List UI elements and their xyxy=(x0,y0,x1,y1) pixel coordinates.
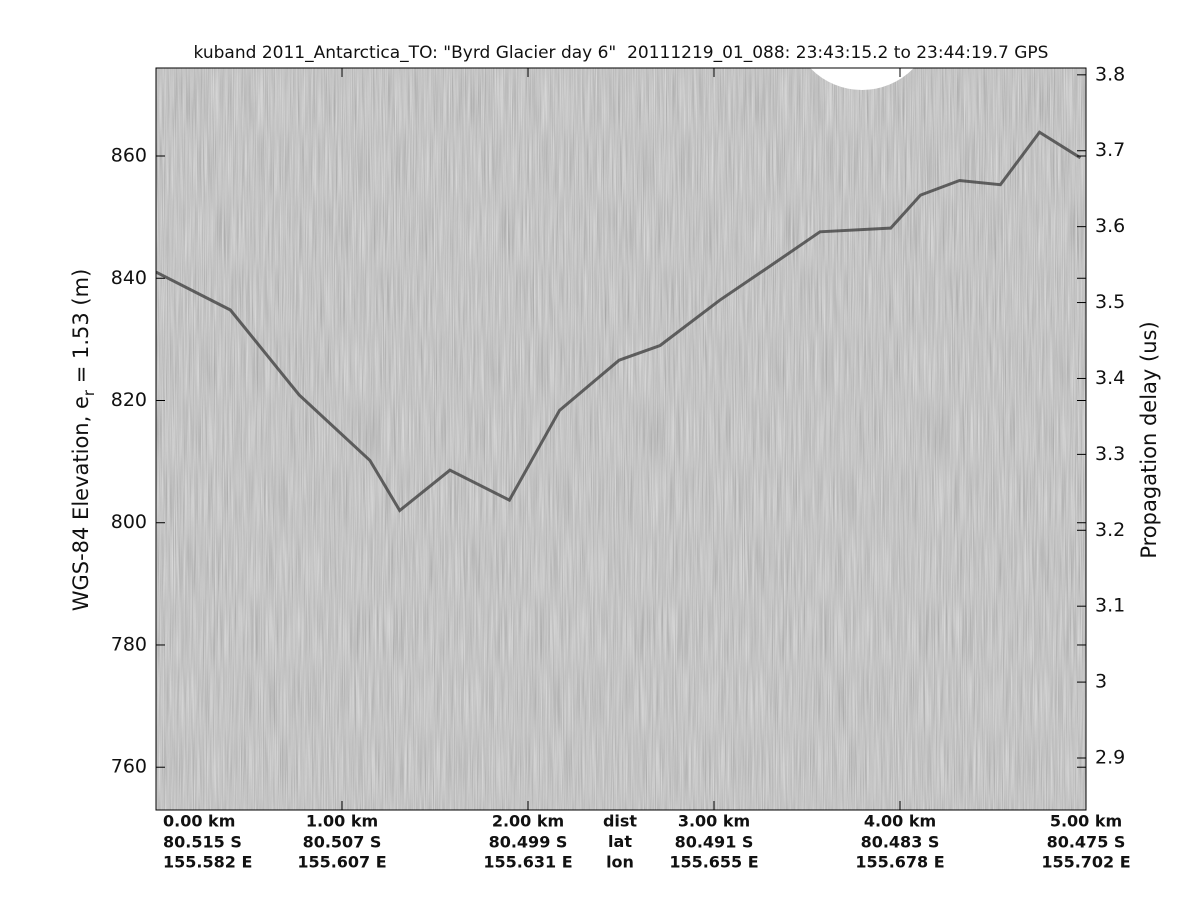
y2-tick-label: 3.7 xyxy=(1095,139,1125,161)
y2-tick-label: 3.1 xyxy=(1095,595,1125,617)
lat-label: 80.499 S xyxy=(489,833,568,852)
x-tick-label: 3.00 km xyxy=(678,812,750,831)
y-tick-label: 840 xyxy=(111,267,147,289)
y2-tick-label: 3.4 xyxy=(1095,367,1125,389)
y2-tick-label: 3.5 xyxy=(1095,291,1125,313)
lon-label: 155.607 E xyxy=(297,853,386,872)
y-tick-label: 780 xyxy=(111,633,147,655)
layer-boundary xyxy=(156,130,1082,513)
x-tick-label: 2.00 km xyxy=(492,812,564,831)
axes-frame xyxy=(155,67,1087,811)
lat-label: 80.475 S xyxy=(1047,833,1126,852)
y2-tick-label: 3.3 xyxy=(1095,443,1125,465)
lon-label: 155.582 E xyxy=(163,853,252,872)
y-tick-label: 860 xyxy=(111,145,147,167)
y2-tick-label: 3 xyxy=(1095,671,1107,693)
y2-tick-label: 2.9 xyxy=(1095,747,1125,769)
y2-tick-label: 3.2 xyxy=(1095,519,1125,541)
lon-label: 155.678 E xyxy=(855,853,944,872)
y-label-subscript: r xyxy=(80,389,98,396)
y-label-text: = 1.53 (m) xyxy=(69,269,93,390)
y-tick-label: 820 xyxy=(111,389,147,411)
lon-label: 155.702 E xyxy=(1041,853,1130,872)
chart-title: kuband 2011_Antarctica_TO: "Byrd Glacier… xyxy=(194,43,1049,63)
y2-tick-label: 3.8 xyxy=(1095,63,1125,85)
lat-label: 80.515 S xyxy=(163,833,242,852)
row-label: dist xyxy=(603,812,637,831)
lon-label: 155.655 E xyxy=(669,853,758,872)
row-label: lat xyxy=(608,832,632,851)
y-tick-label: 760 xyxy=(111,756,147,778)
row-label: lon xyxy=(606,853,634,872)
x-tick-label: 1.00 km xyxy=(306,812,378,831)
lat-label: 80.483 S xyxy=(861,833,940,852)
y-label-text: WGS-84 Elevation, e xyxy=(69,396,93,611)
echogram-image xyxy=(156,68,1086,810)
x-tick-label: 4.00 km xyxy=(864,812,936,831)
y2-axis-label: Propagation delay (us) xyxy=(1137,321,1161,558)
y2-tick-label: 3.6 xyxy=(1095,215,1125,237)
x-tick-label: 0.00 km xyxy=(163,812,235,831)
lat-label: 80.491 S xyxy=(675,833,754,852)
lat-label: 80.507 S xyxy=(303,833,382,852)
x-tick-label: 5.00 km xyxy=(1050,812,1122,831)
lon-label: 155.631 E xyxy=(483,853,572,872)
y-axis-label: WGS-84 Elevation, er = 1.53 (m) xyxy=(69,269,98,612)
y-tick-label: 800 xyxy=(111,511,147,533)
blank-region xyxy=(810,68,914,90)
